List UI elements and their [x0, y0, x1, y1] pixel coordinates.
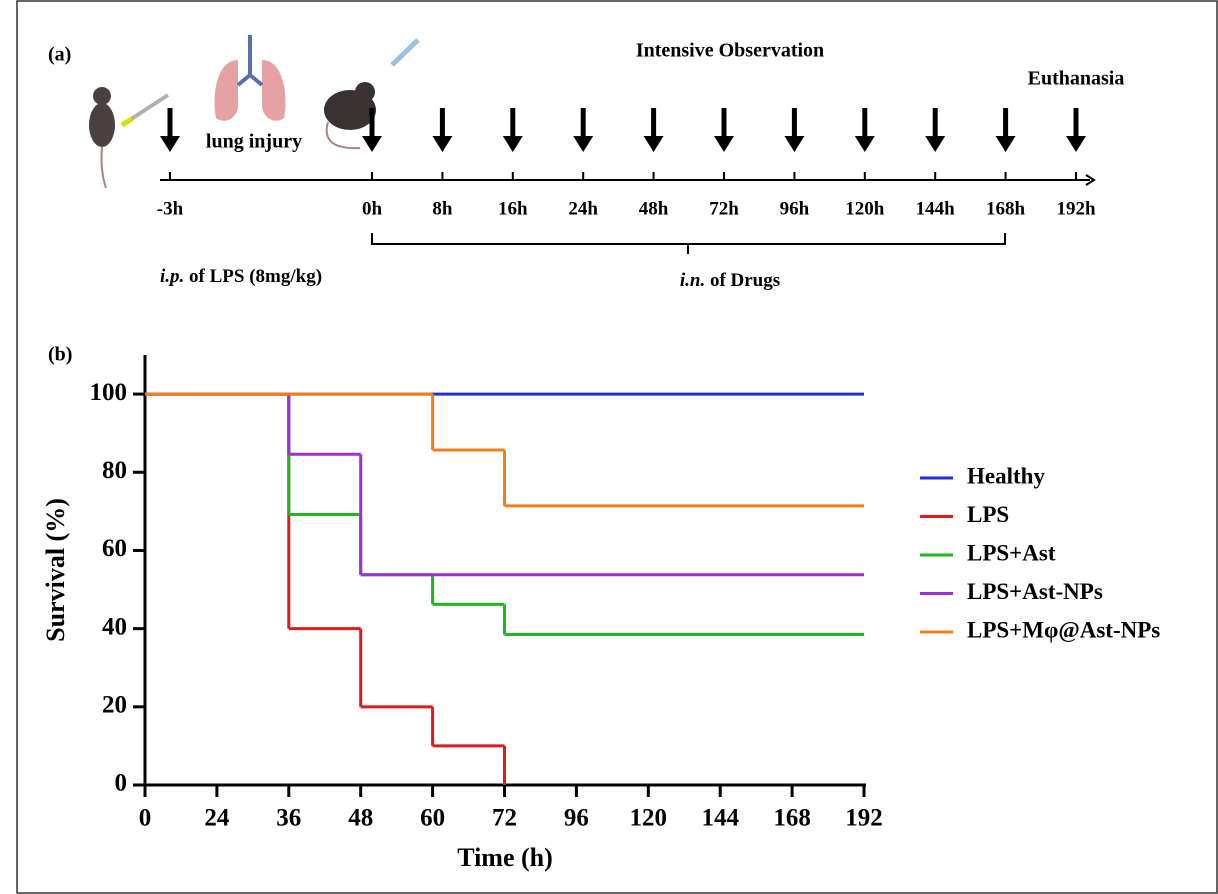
injury-label: lung injury: [206, 131, 302, 153]
arrow-head: [925, 136, 946, 152]
x-tick-label: 168: [773, 805, 811, 832]
arrow-head: [432, 136, 453, 152]
x-tick-label: 0: [139, 805, 152, 832]
header: Intensive Observation: [636, 40, 824, 62]
arrow-head: [784, 136, 805, 152]
x-tick-label: 24: [204, 805, 230, 832]
timepoint-label: 8h: [432, 198, 453, 219]
ip-prefix: i.p.: [160, 266, 184, 287]
timepoint-label: 48h: [639, 198, 669, 219]
arrow-head: [160, 136, 180, 152]
timepoint-label: 16h: [498, 198, 528, 219]
arrow-head: [502, 136, 523, 152]
legend-label: LPS: [967, 502, 1009, 527]
arrow-head: [362, 136, 382, 152]
legend-label: LPS+Mφ@Ast-NPs: [967, 617, 1160, 643]
timepoint-label: 144h: [916, 198, 956, 219]
x-axis-label: Time (h): [457, 843, 553, 872]
arrow-head: [714, 136, 734, 152]
x-tick-label: 96: [564, 805, 589, 832]
x-tick-label: 192: [845, 805, 883, 832]
timepoint-label: 24h: [568, 198, 598, 219]
y-tick-label: 0: [115, 770, 128, 797]
panel-label: (b): [48, 344, 72, 366]
legend-label: Healthy: [967, 463, 1045, 488]
x-tick-label: 48: [348, 805, 373, 832]
arrow-head: [854, 136, 875, 152]
arrow-head: [573, 136, 594, 152]
y-tick-label: 40: [102, 613, 127, 640]
arrow-head: [995, 136, 1016, 152]
bracket: [371, 233, 1006, 254]
y-tick-label: 60: [102, 535, 127, 562]
arrow-head: [643, 136, 664, 152]
timepoint-label: 168h: [986, 198, 1026, 219]
legend-label: LPS+Ast: [967, 540, 1056, 565]
mouse-icon-2: [324, 38, 420, 150]
x-tick-label: 60: [420, 805, 445, 832]
legend-label: LPS+Ast-NPs: [967, 579, 1103, 604]
mouse-icon: [89, 87, 170, 189]
timepoint-label: 192h: [1056, 198, 1096, 219]
in-prefix: i.n.: [680, 270, 705, 291]
arrow-head: [1066, 136, 1086, 152]
x-tick-label: 72: [492, 805, 517, 832]
timepoint-label: 0h: [362, 198, 383, 219]
x-tick-label: 36: [276, 805, 301, 832]
end-label: Euthanasia: [1028, 68, 1125, 90]
x-tick-label: 120: [630, 805, 668, 832]
y-tick-label: 20: [102, 692, 127, 719]
x-tick-label: 144: [701, 805, 739, 832]
timepoint-label: -3h: [157, 198, 184, 219]
timepoint-label: 72h: [709, 198, 739, 219]
timeline-arrow: [1085, 174, 1096, 186]
ip-note: i.p. of LPS (8mg/kg): [160, 266, 322, 287]
y-tick-label: 80: [102, 457, 127, 484]
timepoint-label: 96h: [780, 198, 810, 219]
timepoint-label: 120h: [845, 198, 885, 219]
border: [16, 0, 1218, 894]
ip-text: of LPS (8mg/kg): [189, 266, 322, 287]
in-text: of Drugs: [710, 270, 780, 291]
y-axis-label: Survival (%): [41, 498, 70, 642]
panel-label: (a): [48, 44, 71, 66]
lung-icon: [214, 35, 286, 121]
y-tick-label: 100: [90, 379, 128, 406]
in-note: i.n. of Drugs: [680, 270, 780, 291]
